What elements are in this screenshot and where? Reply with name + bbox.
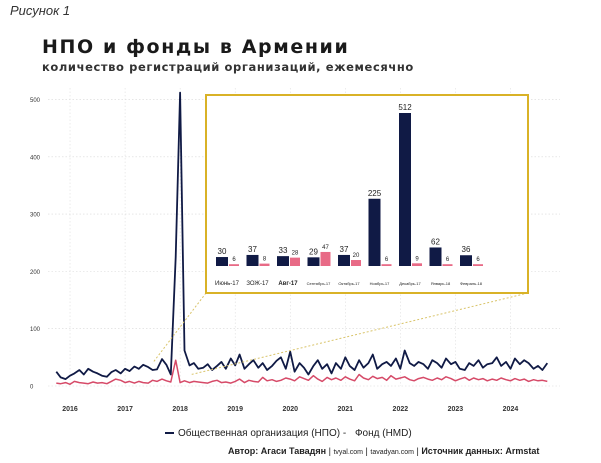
- inset-month-label: Ноябрь-17: [370, 281, 390, 286]
- inset-label-fund: 6: [385, 257, 389, 263]
- y-tick-label: 100: [30, 327, 41, 333]
- inset-label-fund: 6: [232, 257, 236, 263]
- inset-label-npo: 36: [462, 245, 471, 254]
- inset-bar-fund: [351, 260, 361, 266]
- legend: Общественная организация (НПО) - Фонд (H…: [165, 428, 412, 439]
- x-tick-label: 2018: [172, 406, 188, 413]
- inset-month-label: Февраль-18: [460, 281, 483, 286]
- inset-bar-fund: [473, 264, 483, 266]
- inset-month-label: Авг-17: [278, 281, 298, 287]
- inset-bar-fund: [259, 263, 270, 266]
- legend-fund-label: Фонд (HMD): [354, 428, 412, 439]
- footer-author: Автор: Агаси Тавадян: [228, 446, 327, 456]
- inset-label-fund: 47: [322, 245, 329, 251]
- inset-label-fund: 9: [415, 256, 419, 262]
- x-tick-label: 2023: [448, 406, 464, 413]
- x-tick-label: 2020: [282, 406, 298, 413]
- x-tick-label: 2019: [227, 406, 243, 413]
- inset-bar-npo: [338, 254, 350, 266]
- footer: Автор: Агаси Тавадян | tvyal.com | tavad…: [228, 446, 540, 456]
- y-tick-label: 200: [30, 270, 41, 276]
- inset-bar-npo: [277, 256, 289, 266]
- inset-bar-npo: [307, 257, 320, 266]
- inset-chart: 30 6 Июнь-17 37 8 ЗОЖ-17 33 28 Авг-17 29 47 Сентябр…: [215, 103, 483, 287]
- x-tick-label: 2017: [117, 406, 133, 413]
- inset-bar-fund: [290, 257, 300, 266]
- footer-source: Источник данных: Armstat: [421, 446, 540, 456]
- legend-npo-marker: [165, 432, 174, 435]
- legend-npo-label: Общественная организация (НПО) -: [178, 428, 347, 439]
- inset-label-fund: 6: [446, 257, 450, 263]
- inset-bar-npo: [399, 113, 411, 266]
- footer-site1: tvyal.com: [333, 449, 364, 456]
- chart-title: НПО и фонды в Армении: [42, 36, 350, 58]
- inset-label-fund: 20: [353, 253, 360, 259]
- inset-bar-npo: [429, 247, 442, 266]
- y-tick-label: 400: [30, 155, 41, 161]
- inset-connector: [152, 292, 207, 364]
- inset-label-npo: 29: [309, 247, 318, 256]
- inset-month-label: ЗОЖ-17: [246, 281, 269, 287]
- inset-month-label: Декабрь-17: [399, 281, 421, 286]
- inset-bar-fund: [381, 264, 392, 266]
- inset-label-npo: 37: [340, 245, 349, 254]
- inset-label-npo: 37: [248, 245, 257, 254]
- inset-month-label: Октябрь-17: [338, 281, 360, 286]
- inset-bar-npo: [246, 254, 259, 266]
- footer-site2: tavadyan.com: [370, 449, 414, 456]
- y-tick-label: 500: [30, 98, 41, 104]
- inset-bar-npo: [368, 198, 381, 266]
- inset-label-fund: 8: [263, 257, 267, 263]
- x-tick-label: 2024: [503, 406, 519, 413]
- inset-bar-npo: [216, 257, 228, 266]
- inset-bar-fund: [320, 251, 331, 266]
- inset-label-npo: 33: [279, 246, 288, 255]
- inset-month-label: Июнь-17: [215, 281, 240, 287]
- inset-bar-fund: [442, 264, 453, 266]
- inset-label-fund: 6: [476, 257, 480, 263]
- inset-bar-npo: [460, 255, 472, 266]
- series-line-fund: [56, 359, 548, 386]
- inset-month-label: Сентябрь-17: [307, 281, 331, 286]
- inset-label-npo: 30: [218, 247, 227, 256]
- figure-caption: Рисунок 1: [10, 3, 71, 18]
- inset-label-fund: 28: [292, 251, 299, 257]
- inset-connector: [191, 292, 529, 376]
- inset-bar-fund: [412, 263, 422, 266]
- x-tick-label: 2016: [62, 406, 78, 413]
- series-line-npo: [55, 91, 549, 381]
- inset-month-label: Январь-18: [431, 281, 451, 286]
- inset-label-npo: 512: [398, 103, 412, 112]
- inset-bar-fund: [229, 264, 239, 266]
- x-tick-label: 2021: [338, 406, 354, 413]
- chart-subtitle: количество регистраций организаций, ежем…: [42, 60, 414, 74]
- y-tick-label: 0: [30, 385, 34, 391]
- inset-label-npo: 62: [431, 237, 440, 246]
- inset-frame: [205, 94, 529, 294]
- x-tick-label: 2022: [393, 406, 409, 413]
- y-tick-label: 300: [30, 213, 41, 219]
- inset-label-npo: 225: [368, 189, 382, 198]
